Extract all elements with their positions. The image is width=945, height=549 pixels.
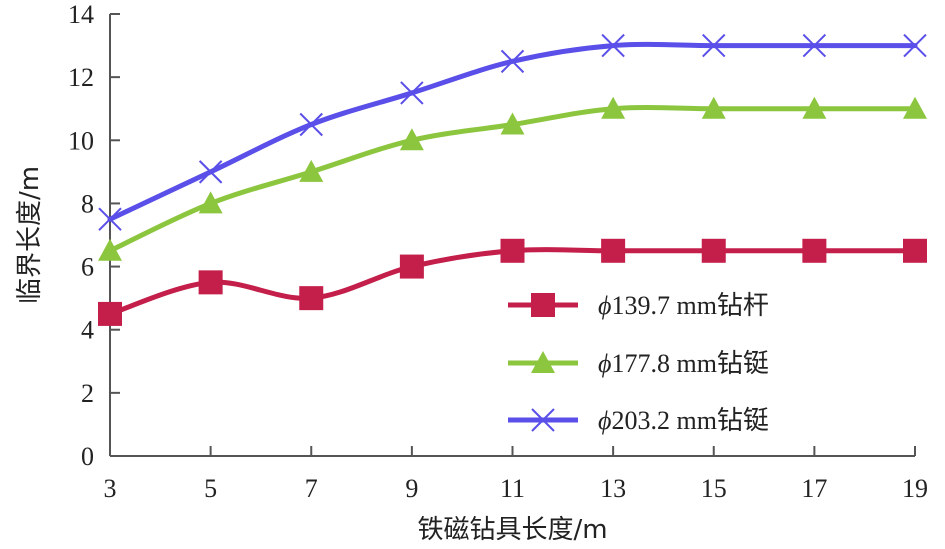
data-point (601, 33, 625, 58)
data-point (903, 238, 927, 263)
y-tick-label: 6 (81, 253, 94, 282)
x-tick-label: 7 (305, 474, 318, 503)
marker-stroke (702, 33, 726, 58)
data-point (198, 191, 223, 214)
axes: 0 2 4 6 8 10 12 14 3 5 7 9 11 13 15 17 19 (68, 0, 928, 503)
y-tick-label: 14 (68, 0, 94, 29)
marker-stroke (531, 408, 555, 432)
plot-area (98, 33, 927, 326)
legend-item-3: ϕ203.2 mm钻铤 (508, 406, 769, 435)
x-tick-label: 19 (902, 474, 928, 503)
marker-stroke (400, 81, 424, 105)
legend-label: ϕ203.2 mm钻铤 (598, 406, 769, 435)
x-tick-label: 13 (600, 474, 626, 503)
x-tick-label: 17 (801, 474, 827, 503)
legend-label-text: 203.2 mm钻铤 (611, 406, 768, 435)
legend-label-text: 139.7 mm钻杆 (611, 291, 768, 320)
data-point (802, 33, 827, 58)
data-point (903, 96, 927, 119)
legend-label-symbol: ϕ (598, 406, 611, 435)
x-tick-label: 9 (405, 474, 418, 503)
data-point (98, 207, 122, 231)
marker-stroke (198, 160, 223, 184)
y-tick-label: 0 (81, 442, 94, 471)
y-axis-title: 临界长度/m (15, 166, 45, 304)
data-point (500, 49, 525, 74)
marker-stroke (802, 33, 827, 58)
marker-stroke (903, 33, 927, 58)
y-tick-label: 8 (81, 189, 94, 218)
data-point (701, 238, 726, 263)
series-3 (98, 33, 927, 231)
legend-label-text: 177.8 mm钻铤 (611, 349, 768, 378)
x-tick-label: 3 (104, 474, 117, 503)
data-point (299, 286, 324, 311)
data-point (903, 33, 927, 58)
data-point (399, 254, 424, 279)
y-tick-label: 10 (68, 126, 94, 155)
y-tick-label: 4 (81, 316, 94, 345)
data-point (702, 33, 726, 58)
legend-swatch-marker (531, 293, 555, 317)
data-point (500, 238, 525, 263)
legend-label-symbol: ϕ (598, 349, 611, 378)
data-point (198, 160, 223, 184)
marker-stroke (98, 207, 122, 231)
x-tick-label: 15 (701, 474, 727, 503)
x-axis-title: 铁磁钻具长度/m (417, 515, 607, 545)
legend-label-symbol: ϕ (598, 291, 611, 320)
legend-swatch-marker (531, 408, 555, 432)
series-2 (98, 96, 927, 261)
marker-stroke (601, 33, 625, 58)
data-point (400, 81, 424, 105)
x-tick-label: 5 (204, 474, 217, 503)
data-point (802, 96, 827, 119)
marker-stroke (500, 49, 525, 74)
legend-item-1: ϕ139.7 mm钻杆 (508, 291, 769, 320)
marker-stroke (299, 112, 323, 137)
data-point (802, 238, 827, 263)
data-point (500, 112, 525, 135)
y-tick-label: 2 (81, 379, 94, 408)
legend-label: ϕ177.8 mm钻铤 (598, 349, 769, 378)
data-point (98, 301, 122, 326)
data-point (198, 270, 223, 295)
data-point (299, 159, 324, 182)
data-point (601, 238, 626, 263)
data-point (399, 128, 424, 151)
legend-label: ϕ139.7 mm钻杆 (598, 291, 769, 320)
series-1 (98, 238, 927, 326)
y-tick-label: 12 (68, 63, 94, 92)
data-point (701, 96, 726, 119)
data-point (299, 112, 323, 137)
legend-swatch-marker (531, 351, 555, 373)
data-point (98, 238, 122, 261)
data-point (601, 96, 626, 119)
x-tick-label: 11 (500, 474, 525, 503)
legend-item-2: ϕ177.8 mm钻铤 (508, 349, 769, 378)
